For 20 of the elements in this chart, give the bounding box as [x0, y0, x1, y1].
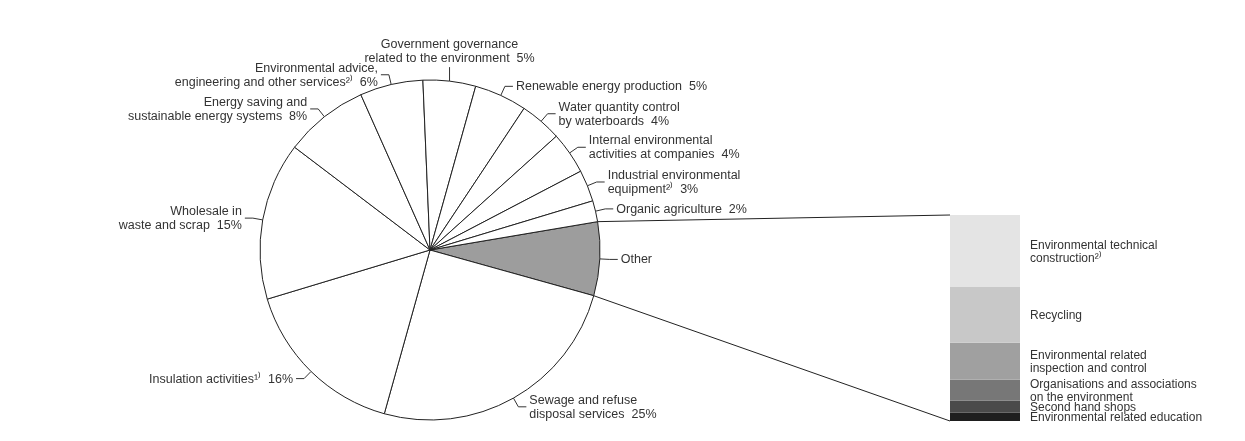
slice-label: Government governance related to the environment 5% — [364, 37, 535, 66]
slice-label: Internal environmental activities at companies 4% — [588, 133, 740, 162]
bar — [950, 215, 1020, 288]
slice-label: Water quantity control by waterboards 4% — [558, 99, 680, 128]
slice-label: Insulation activities¹⁾ 16% — [149, 370, 294, 386]
slice-label: Sewage and refuse disposal services 25% — [529, 392, 657, 421]
slice-label: Organic agriculture 2% — [616, 201, 747, 216]
bar — [950, 400, 1020, 413]
bar — [950, 379, 1020, 401]
slice-label: Energy saving and sustainable energy systems 8% — [127, 94, 308, 123]
series-label: Environmental technical construction²⁾ — [1030, 237, 1158, 265]
bar — [950, 412, 1020, 421]
bar — [950, 342, 1020, 380]
slice-label: Other — [620, 252, 653, 267]
series-label: Recycling — [1030, 307, 1083, 322]
slice-label: Wholesale in waste and scrap 15% — [117, 204, 242, 233]
bar — [950, 287, 1020, 343]
slice-label: Industrial environmental equipment²⁾ 3% — [607, 167, 741, 196]
series-label: Environmental related inspection and control — [1030, 347, 1147, 375]
slice-label: Renewable energy production 5% — [515, 79, 708, 94]
